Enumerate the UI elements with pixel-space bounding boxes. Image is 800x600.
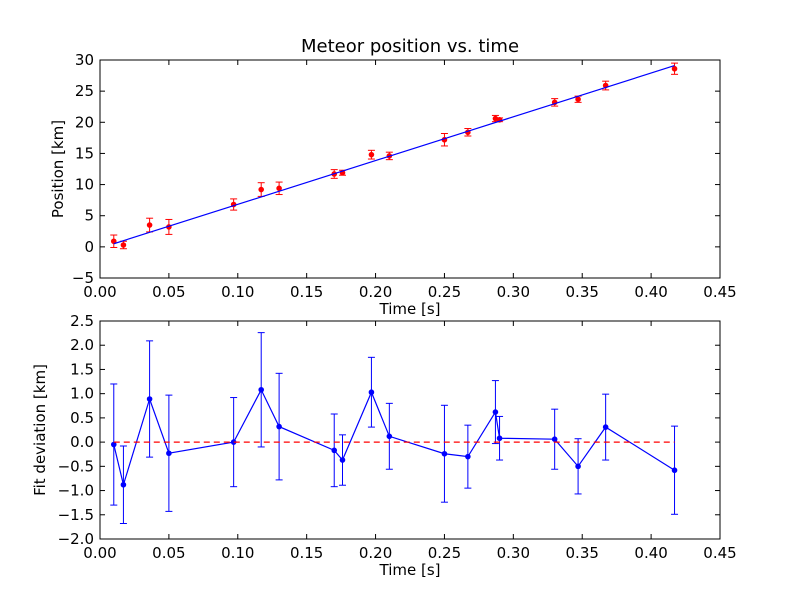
data-point bbox=[671, 65, 678, 72]
x-tick-label: 0.30 bbox=[497, 544, 530, 562]
y-tick-label: 1.0 bbox=[70, 385, 94, 403]
x-axis-label: Time [s] bbox=[379, 300, 441, 318]
data-point bbox=[368, 389, 375, 396]
x-tick-label: 0.20 bbox=[359, 283, 392, 301]
x-tick-label: 0.00 bbox=[83, 544, 116, 562]
data-point bbox=[331, 447, 338, 454]
plot-area bbox=[110, 332, 679, 524]
deviation-plot-frame bbox=[99, 320, 721, 540]
x-tick-label: 0.15 bbox=[290, 283, 323, 301]
x-tick-label: 0.15 bbox=[290, 544, 323, 562]
data-point bbox=[496, 435, 503, 442]
y-tick-label: 0.5 bbox=[70, 409, 94, 427]
data-point bbox=[120, 481, 127, 488]
x-tick-label: 0.20 bbox=[359, 544, 392, 562]
y-tick-label: 2.5 bbox=[70, 312, 94, 330]
x-tick-label: 0.25 bbox=[428, 283, 461, 301]
y-axis-label: Fit deviation [km] bbox=[31, 364, 49, 496]
deviation-plot-marks bbox=[110, 332, 679, 524]
y-tick-label: 15 bbox=[75, 144, 94, 162]
x-tick-label: 0.05 bbox=[152, 283, 185, 301]
x-tick-label: 0.05 bbox=[152, 544, 185, 562]
x-tick-label: 0.35 bbox=[566, 544, 599, 562]
x-tick-label: 0.35 bbox=[566, 283, 599, 301]
data-point bbox=[368, 151, 375, 158]
y-tick-label: −2.0 bbox=[58, 530, 94, 548]
x-tick-label: 0.40 bbox=[634, 283, 667, 301]
y-tick-label: 2.0 bbox=[70, 336, 94, 354]
data-point bbox=[110, 441, 117, 448]
x-tick-label: 0.00 bbox=[83, 283, 116, 301]
data-point bbox=[146, 222, 153, 228]
data-point bbox=[258, 186, 265, 193]
data-point bbox=[146, 396, 153, 402]
x-tick-label: 0.45 bbox=[703, 544, 736, 562]
position-plot-ticks: 0.00 0.05 0.10 0.15 0.20 0.25 0.30 0.35 0.40 0.45… bbox=[72, 51, 737, 301]
data-point bbox=[465, 453, 471, 460]
x-tick-label: 0.40 bbox=[634, 544, 667, 562]
x-tick-label: 0.10 bbox=[221, 283, 254, 301]
data-point bbox=[602, 424, 609, 430]
y-tick-label: 30 bbox=[75, 51, 94, 69]
y-tick-label: 5 bbox=[84, 207, 94, 225]
data-point bbox=[575, 463, 581, 470]
position-plot-frame bbox=[99, 59, 721, 279]
data-point bbox=[671, 467, 678, 474]
data-point bbox=[258, 386, 265, 393]
fit-line bbox=[113, 65, 675, 245]
x-tick-label: 0.30 bbox=[497, 283, 530, 301]
data-point bbox=[386, 433, 393, 440]
x-tick-label: 0.10 bbox=[221, 544, 254, 562]
plot-title: Meteor position vs. time bbox=[301, 36, 519, 57]
data-point bbox=[120, 242, 127, 248]
data-point bbox=[166, 450, 172, 457]
x-axis-label: Time [s] bbox=[379, 561, 441, 579]
y-tick-label: −1.0 bbox=[58, 482, 94, 500]
deviation-plot-ticks: 0.00 0.05 0.10 0.15 0.20 0.25 0.30 0.35 0.40 0.45… bbox=[58, 312, 737, 562]
y-tick-label: 0.0 bbox=[70, 433, 94, 451]
deviation-plot: 0.00 0.05 0.10 0.15 0.20 0.25 0.30 0.35 0.40 0.45… bbox=[31, 312, 737, 579]
x-tick-label: 0.25 bbox=[428, 544, 461, 562]
y-tick-label: −0.5 bbox=[58, 457, 94, 475]
data-point bbox=[551, 436, 558, 443]
data-point bbox=[441, 450, 448, 457]
y-tick-label: −5 bbox=[72, 269, 94, 287]
data-point bbox=[492, 409, 499, 415]
y-tick-label: −1.5 bbox=[58, 506, 94, 524]
plot-area bbox=[110, 62, 679, 250]
y-tick-label: 20 bbox=[75, 113, 94, 131]
data-point bbox=[276, 423, 282, 430]
position-plot: Meteor position vs. time 0.00 0.05 0.10 0.1… bbox=[49, 36, 737, 318]
data-point bbox=[339, 457, 346, 463]
position-plot-marks bbox=[110, 62, 679, 250]
y-axis-label: Position [km] bbox=[49, 120, 67, 218]
data-point bbox=[575, 96, 581, 103]
x-tick-label: 0.45 bbox=[703, 283, 736, 301]
y-tick-label: 25 bbox=[75, 82, 94, 100]
y-tick-label: 1.5 bbox=[70, 360, 94, 378]
y-tick-label: 10 bbox=[75, 176, 94, 194]
y-tick-label: 0 bbox=[84, 238, 94, 256]
data-point bbox=[276, 185, 282, 192]
